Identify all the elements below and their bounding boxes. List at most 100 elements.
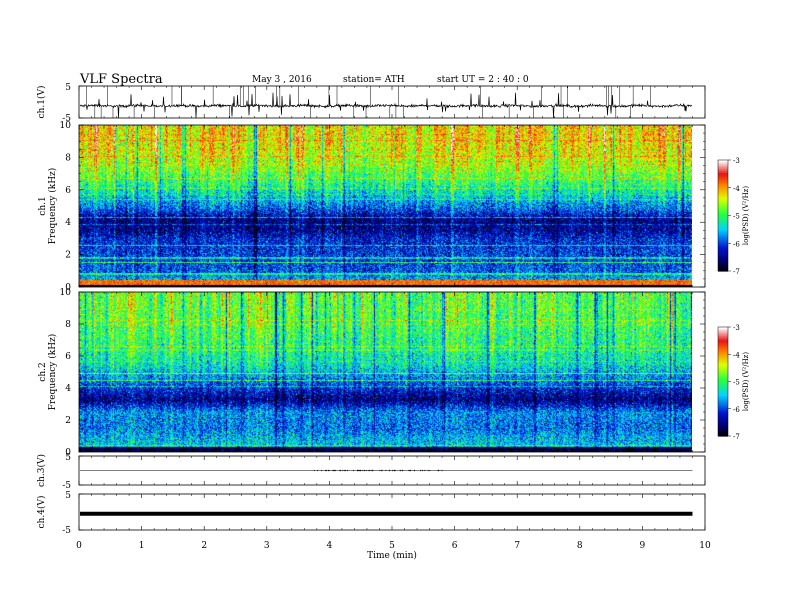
- ch2-spec-colorbar-segment: [718, 376, 728, 379]
- ch1-spec-colorbar-segment: [718, 174, 728, 178]
- ch1-spec-colorbar-segment: [718, 250, 728, 254]
- ch1-spec-colorbar-segment: [718, 200, 728, 204]
- ch2-spec-colorbar-segment: [718, 368, 728, 372]
- ch1-spec-colorbar-segment: [718, 189, 728, 193]
- x-tick-label: 1: [139, 541, 145, 551]
- ch1-spec-colorbar-segment: [718, 237, 728, 241]
- ch1-spec-colorbar-segment: [718, 245, 728, 248]
- ch2-spec-colorbar-segment: [718, 345, 728, 348]
- ch2-spec-colorbar-segment: [718, 394, 728, 397]
- ch1-spec-colorbar-segment: [718, 256, 728, 259]
- ch1-spec-ytick-label: 4: [65, 218, 71, 228]
- ch1-spec-ytick-label: 0: [65, 283, 71, 293]
- ch2-spec-ytick-label: 10: [60, 288, 72, 298]
- ch1-spec-colorbar-segment: [718, 224, 728, 228]
- ch2-spec-colorbar-segment: [718, 390, 728, 393]
- ch1-spec-colorbar-segment: [718, 197, 728, 200]
- ch2-spec-colorbar-segment: [718, 417, 728, 421]
- ch2-spec-colorbar-segment: [718, 392, 728, 395]
- ch1-spec-colorbar-segment: [718, 230, 728, 233]
- ch2-spec-colorbar-segment: [718, 334, 728, 337]
- ch2-spec-ylabel-line: Frequency (kHz): [47, 334, 58, 411]
- ch1-spec-colorbar-segment: [718, 185, 728, 189]
- ch1-spec-colorbar-segment: [718, 182, 728, 185]
- ch1-spec-colorbar-tick-label: -4: [733, 185, 740, 193]
- ch2-spec-colorbar-segment: [718, 370, 728, 374]
- ch2-spec-colorbar-tick-label: -7: [733, 433, 740, 441]
- ch2-spec-colorbar-segment: [718, 357, 728, 361]
- x-tick-label: 0: [76, 541, 82, 551]
- ch2-spec-colorbar-tick-label: -6: [733, 406, 740, 414]
- ch3-wave-ytick-label-top: 5: [65, 453, 71, 463]
- ch1-spec-colorbar-segment: [718, 171, 728, 174]
- ch2-spec-colorbar-segment: [718, 328, 728, 332]
- ch2-spec-colorbar-segment: [718, 414, 728, 417]
- ch1-spec-colorbar-segment: [718, 241, 728, 244]
- ch1-spec-colorbar-segment: [718, 226, 728, 230]
- ch4-wave-ytick-label-bottom: -5: [62, 526, 71, 536]
- ch1-spec-ytick-label: 8: [65, 153, 71, 163]
- ch2-spec-colorbar-tick-label: -3: [733, 324, 740, 332]
- ch2-spec-colorbar-segment: [718, 383, 728, 386]
- ch1-spec-spectrogram-image: [79, 125, 692, 287]
- ch1-wave-ytick-label-bottom: -5: [62, 114, 71, 124]
- ch1-spec-colorbar-segment: [718, 269, 728, 272]
- ch2-spec-colorbar-segment: [718, 336, 728, 339]
- ch1-spec-colorbar-segment: [718, 202, 728, 205]
- ch2-spec-colorbar-segment: [718, 332, 728, 335]
- ch2-spec-colorbar-segment: [718, 356, 728, 359]
- ch2-spec-colorbar-label: log(PSD) (V²/Hz): [742, 352, 750, 411]
- ch2-spec-colorbar-segment: [718, 396, 728, 399]
- ch1-spec-colorbar-segment: [718, 193, 728, 196]
- ch4-wave-ylabel: ch.4(V): [36, 496, 47, 529]
- ch1-spec-colorbar-segment: [718, 215, 728, 218]
- ch1-spec-colorbar-segment: [718, 178, 728, 181]
- ch1-spec-colorbar-segment: [718, 222, 728, 226]
- figure-title: VLF Spectra: [80, 72, 163, 87]
- ch1-spec-colorbar-segment: [718, 254, 728, 257]
- ch2-spec-colorbar-segment: [718, 423, 728, 426]
- ch1-spec-ylabel-line: Frequency (kHz): [47, 168, 58, 245]
- start-time-label: start UT = 2 : 40 : 0: [437, 75, 529, 85]
- ch2-spec-colorbar-segment: [718, 361, 728, 364]
- ch1-spec-colorbar-segment: [718, 195, 728, 198]
- ch2-spec-colorbar-segment: [718, 399, 728, 403]
- ch2-spec-colorbar-segment: [718, 410, 728, 413]
- ch1-spec-colorbar-segment: [718, 239, 728, 242]
- ch1-spec-image-wrap: [79, 125, 692, 287]
- ch1-wave-trace: [79, 92, 693, 119]
- ch2-spec-colorbar-segment: [718, 365, 728, 368]
- ch1-spec-colorbar-segment: [718, 221, 728, 224]
- ch1-spec-colorbar-segment: [718, 191, 728, 194]
- ch1-spec-colorbar-segment: [718, 211, 728, 215]
- ch2-spec-colorbar-segment: [718, 401, 728, 404]
- ch2-spec-ytick-label: 2: [65, 416, 71, 426]
- ch1-spec-colorbar-segment: [718, 204, 728, 207]
- ch1-spec-colorbar-segment: [718, 208, 728, 211]
- ch1-spec-colorbar-segment: [718, 248, 728, 252]
- ch1-spec-ytick-label: 2: [65, 251, 71, 261]
- ch2-spec-colorbar-segment: [718, 434, 728, 437]
- ch1-wave-ytick-label-top: 5: [65, 83, 71, 93]
- ch2-spec-colorbar-segment: [718, 406, 728, 410]
- ch4-wave-ytick-label-top: 5: [65, 491, 71, 501]
- ch1-spec-colorbar-segment: [718, 217, 728, 220]
- ch4-wave-ylabel-line: ch.4(V): [36, 496, 47, 529]
- ch1-spec-colorbar-label: log(PSD) (V²/Hz): [742, 186, 750, 245]
- ch1-spec-colorbar-segment: [718, 259, 728, 263]
- ch2-spec-colorbar-segment: [718, 381, 728, 384]
- ch2-spec-colorbar-segment: [718, 379, 728, 383]
- x-axis-label: Time (min): [367, 550, 417, 561]
- ch2-spec-colorbar-segment: [718, 352, 728, 355]
- ch1-spec-colorbar-segment: [718, 180, 728, 183]
- ch2-spec-ytick-label: 6: [65, 352, 71, 362]
- ch1-spec-colorbar-segment: [718, 187, 728, 191]
- ch1-spec-colorbar-segment: [718, 235, 728, 239]
- ch2-spec-colorbar-segment: [718, 341, 728, 344]
- ch1-spec-colorbar-segment: [718, 267, 728, 270]
- ch1-spec-colorbar-segment: [718, 167, 728, 170]
- ch1-spec-colorbar-segment: [718, 232, 728, 235]
- ch2-spec-image-wrap: [79, 292, 692, 452]
- x-tick-label: 5: [389, 541, 395, 551]
